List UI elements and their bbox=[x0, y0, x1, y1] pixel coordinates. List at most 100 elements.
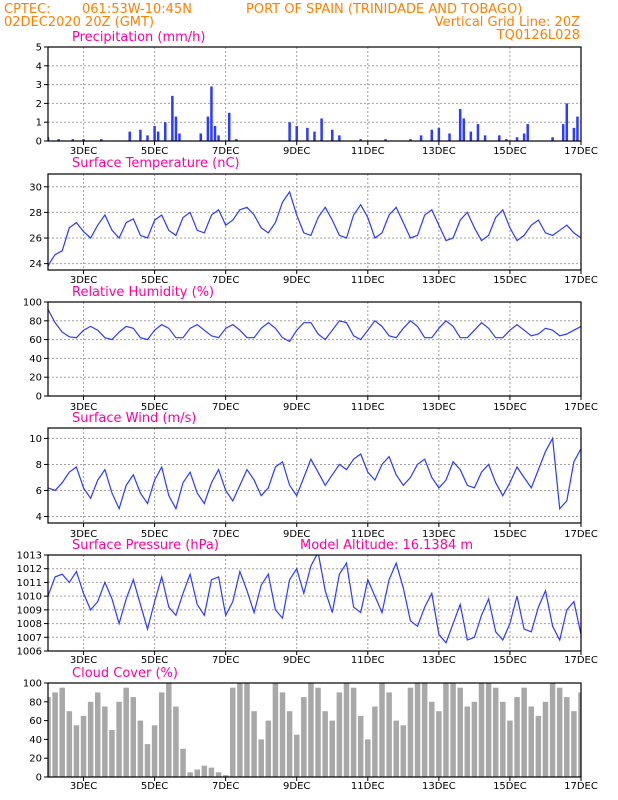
x-tick-label: 5DEC bbox=[141, 146, 168, 157]
cloud-bar bbox=[336, 692, 343, 777]
cloud-bar bbox=[66, 711, 73, 777]
precip-bar bbox=[320, 118, 323, 141]
cloud-bar bbox=[556, 687, 563, 777]
y-tick-label: 28 bbox=[29, 208, 42, 219]
cloud-bar bbox=[578, 692, 581, 777]
precip-bar bbox=[515, 137, 519, 141]
panel-title: Cloud Cover (%) bbox=[72, 666, 178, 681]
series-line bbox=[48, 190, 581, 267]
precip-bar bbox=[48, 137, 50, 141]
series-line bbox=[48, 436, 581, 511]
precip-bar bbox=[171, 95, 174, 141]
x-tick-label: 11DEC bbox=[351, 781, 385, 792]
cloud-bar bbox=[528, 706, 535, 777]
cloud-bar bbox=[109, 730, 115, 777]
x-tick-label: 7DEC bbox=[212, 402, 239, 413]
x-tick-label: 15DEC bbox=[493, 655, 527, 666]
x-tick-label: 3DEC bbox=[70, 146, 97, 157]
cloud-bar bbox=[457, 687, 463, 777]
precip-bar bbox=[448, 133, 451, 141]
panel-1: 0 1 2 3 4 5 3DEC 5DEC 7DEC 9DEC 11DEC 13DEC 15DEC 17D… bbox=[36, 30, 598, 157]
y-tick-label: 3 bbox=[36, 80, 42, 91]
y-tick-label: 1011 bbox=[17, 578, 42, 589]
x-tick-label: 5DEC bbox=[141, 655, 168, 666]
y-tick-label: 30 bbox=[29, 182, 42, 193]
x-tick-label: 9DEC bbox=[283, 402, 310, 413]
x-tick-label: 17DEC bbox=[564, 529, 598, 540]
cloud-bar bbox=[429, 701, 435, 777]
x-tick-label: 11DEC bbox=[351, 275, 385, 286]
y-tick-label: 0 bbox=[36, 773, 42, 784]
y-tick-label: 60 bbox=[29, 335, 42, 346]
header-station-code: TQ0126L028 bbox=[496, 28, 580, 43]
x-tick-label: 15DEC bbox=[493, 529, 527, 540]
cloud-bar bbox=[244, 683, 250, 777]
precip-bar bbox=[331, 129, 334, 141]
cloud-bar bbox=[222, 775, 229, 777]
x-tick-label: 7DEC bbox=[212, 655, 239, 666]
y-tick-label: 100 bbox=[23, 298, 42, 309]
header-location-coords: 061:53W-10:45N bbox=[82, 2, 192, 17]
precip-bar bbox=[458, 109, 462, 141]
x-tick-label: 17DEC bbox=[564, 146, 598, 157]
precip-bar bbox=[338, 135, 341, 141]
cloud-bar bbox=[329, 720, 336, 777]
x-tick-label: 5DEC bbox=[141, 781, 168, 792]
x-tick-label: 7DEC bbox=[212, 275, 239, 286]
precip-bar bbox=[561, 124, 565, 141]
y-tick-label: 1009 bbox=[17, 605, 42, 616]
precip-bar bbox=[522, 133, 526, 141]
header-location-name: PORT OF SPAIN (TRINIDADE AND TOBAGO) bbox=[246, 2, 522, 17]
y-tick-label: 26 bbox=[29, 234, 42, 245]
y-tick-label: 8 bbox=[36, 460, 42, 471]
precip-bar bbox=[227, 112, 231, 141]
precip-bar bbox=[164, 122, 167, 141]
cloud-bar bbox=[542, 701, 549, 777]
precip-bar bbox=[313, 131, 316, 141]
cloud-bar bbox=[436, 711, 442, 777]
x-tick-label: 13DEC bbox=[422, 146, 456, 157]
panel-frame bbox=[47, 427, 582, 524]
precip-bar bbox=[178, 133, 181, 141]
panel-6: 0 20 40 60 80 100 3DEC 5DEC 7DEC 9DEC 11DEC 13DEC 15… bbox=[23, 666, 598, 792]
panel-5: 1006 1007 1008 1009 1010 1011 1012 1013 3DEC 5DEC… bbox=[17, 538, 598, 666]
cloud-bar bbox=[322, 711, 328, 777]
cloud-bar bbox=[80, 715, 87, 777]
cloud-bar bbox=[279, 692, 286, 777]
y-tick-label: 6 bbox=[36, 486, 42, 497]
panel-3: 0 20 40 60 80 100 3DEC 5DEC 7DEC 9DEC 11DEC 13DEC 15… bbox=[23, 285, 598, 413]
cloud-bar bbox=[357, 715, 364, 777]
y-tick-label: 1008 bbox=[17, 619, 42, 630]
cloud-bar bbox=[464, 706, 471, 777]
precip-bar bbox=[146, 135, 149, 141]
precip-bar bbox=[82, 139, 85, 141]
cloud-bar bbox=[372, 706, 378, 777]
precip-bar bbox=[384, 139, 387, 141]
cloud-bar bbox=[507, 720, 513, 777]
x-tick-label: 5DEC bbox=[141, 275, 168, 286]
cloud-bar bbox=[73, 725, 80, 777]
cloud-bar bbox=[187, 772, 193, 777]
x-tick-label: 13DEC bbox=[422, 655, 456, 666]
y-tick-label: 1007 bbox=[17, 633, 42, 644]
y-tick-label: 40 bbox=[29, 735, 42, 746]
cloud-bar bbox=[535, 715, 542, 777]
cloud-bar bbox=[514, 697, 520, 777]
x-tick-label: 13DEC bbox=[422, 402, 456, 413]
x-tick-label: 9DEC bbox=[283, 655, 310, 666]
cloud-bar bbox=[258, 739, 264, 777]
precip-bar bbox=[572, 127, 576, 141]
cloud-bar bbox=[208, 767, 215, 777]
precip-bar bbox=[139, 129, 142, 141]
x-tick-label: 11DEC bbox=[351, 402, 385, 413]
cloud-bar bbox=[230, 687, 236, 777]
y-tick-label: 1012 bbox=[17, 564, 42, 575]
x-tick-label: 17DEC bbox=[564, 402, 598, 413]
panel-4: 4 6 8 10 3DEC 5DEC 7DEC 9DEC 11DEC 13DEC 15DEC 17DE… bbox=[29, 411, 598, 540]
header-source: CPTEC: bbox=[4, 2, 51, 17]
panel-title: Precipitation (mm/h) bbox=[72, 30, 205, 45]
cloud-bar bbox=[350, 687, 357, 777]
y-tick-label: 5 bbox=[36, 43, 42, 54]
y-tick-label: 10 bbox=[29, 434, 42, 445]
